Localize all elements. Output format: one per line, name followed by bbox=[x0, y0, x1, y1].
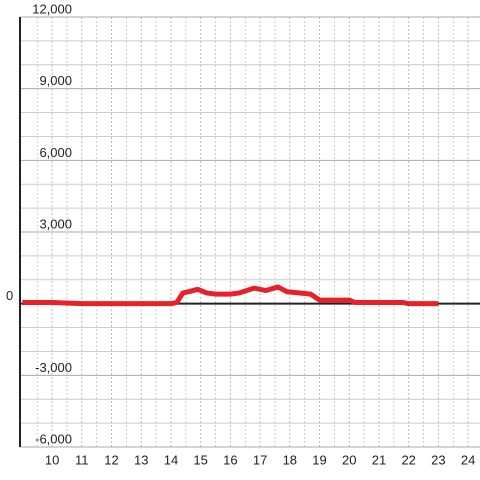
data-line bbox=[22, 284, 439, 307]
y-tick-label: -3,000 bbox=[35, 360, 72, 375]
x-tick-label: 13 bbox=[134, 452, 148, 467]
x-tick-label: 14 bbox=[164, 452, 178, 467]
y-tick-label: 0 bbox=[6, 288, 13, 303]
x-tick-label: 18 bbox=[283, 452, 297, 467]
x-tick-label: 17 bbox=[253, 452, 267, 467]
x-tick-label: 21 bbox=[372, 452, 386, 467]
y-tick-label: 12,000 bbox=[32, 1, 72, 16]
x-tick-label: 10 bbox=[45, 452, 59, 467]
x-tick-label: 23 bbox=[431, 452, 445, 467]
x-tick-label: 20 bbox=[342, 452, 356, 467]
y-tick-label: 3,000 bbox=[39, 216, 72, 231]
x-tick-label: 11 bbox=[75, 452, 89, 467]
x-tick-label: 16 bbox=[223, 452, 237, 467]
x-tick-label: 19 bbox=[312, 452, 326, 467]
x-tick-label: 15 bbox=[193, 452, 207, 467]
x-tick-label: 12 bbox=[104, 452, 118, 467]
y-tick-label: 6,000 bbox=[39, 145, 72, 160]
y-tick-label: 9,000 bbox=[39, 73, 72, 88]
x-tick-label: 22 bbox=[401, 452, 415, 467]
y-tick-label: -6,000 bbox=[35, 431, 72, 446]
x-tick-label: 24 bbox=[461, 452, 475, 467]
